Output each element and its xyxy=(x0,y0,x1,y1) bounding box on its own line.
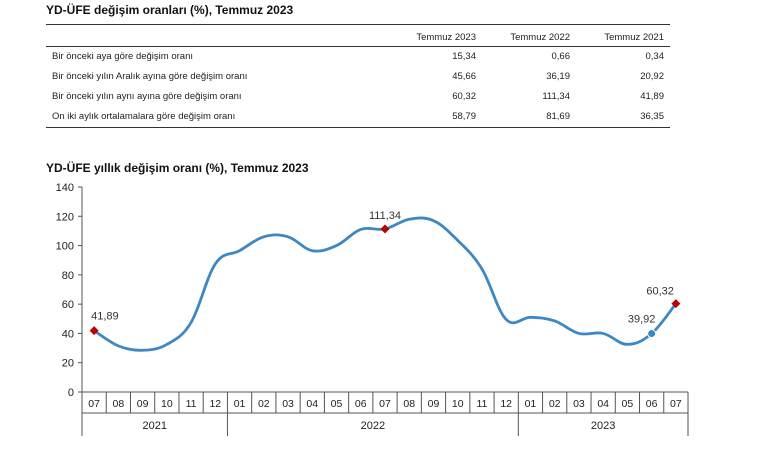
series-line xyxy=(92,216,678,352)
y-tick-label: 100 xyxy=(56,241,74,253)
table-cell: 0,66 xyxy=(551,51,571,62)
row-label: On iki aylık ortalamalara göre değişim o… xyxy=(46,107,388,128)
x-tick-label: 07 xyxy=(379,398,391,410)
year-label: 2021 xyxy=(142,420,166,432)
highlight-marker xyxy=(89,326,99,336)
row-label: Bir önceki aya göre değişim oranı xyxy=(52,51,193,62)
highlight-marker xyxy=(671,299,681,309)
highlight-marker xyxy=(647,329,657,339)
table-cell: 0,34 xyxy=(645,51,665,62)
x-tick-label: 08 xyxy=(403,398,415,410)
y-tick-label: 0 xyxy=(68,387,74,399)
table-cell: 60,32 xyxy=(452,91,476,102)
stats-table: Temmuz 2023 Temmuz 2022 Temmuz 2021 Bir … xyxy=(46,24,670,128)
table-row: On iki aylık ortalamalara göre değişim o… xyxy=(46,107,670,128)
table-header-row: Temmuz 2023 Temmuz 2022 Temmuz 2021 xyxy=(46,24,670,47)
table-cell: 58,79 xyxy=(388,107,482,128)
x-tick-label: 03 xyxy=(573,398,585,410)
x-tick-label: 10 xyxy=(161,398,173,410)
highlight-marker xyxy=(380,224,390,234)
x-tick-label: 11 xyxy=(186,398,197,410)
table-cell: 41,89 xyxy=(640,91,664,102)
data-label: 111,34 xyxy=(369,210,401,222)
x-tick-label: 05 xyxy=(331,398,343,410)
y-tick-label: 60 xyxy=(62,299,74,311)
x-tick-label: 03 xyxy=(282,398,294,410)
x-tick-label: 04 xyxy=(597,398,609,410)
table-row: Bir önceki yılın aynı ayına göre değişim… xyxy=(46,87,670,107)
x-tick-label: 07 xyxy=(88,398,100,410)
x-tick-label: 02 xyxy=(258,398,270,410)
x-tick-label: 06 xyxy=(646,398,658,410)
x-tick-label: 12 xyxy=(209,398,221,410)
column-header: Temmuz 2022 xyxy=(482,24,576,47)
row-label: Bir önceki yılın aynı ayına göre değişim… xyxy=(52,91,242,102)
x-tick-label: 08 xyxy=(113,398,125,410)
y-tick-label: 140 xyxy=(56,182,74,194)
x-tick-label: 05 xyxy=(622,398,634,410)
column-header: Temmuz 2023 xyxy=(388,24,482,47)
table-cell: 36,19 xyxy=(546,71,570,82)
column-header: Temmuz 2021 xyxy=(576,24,670,47)
table-row: Bir önceki yılın Aralık ayına göre değiş… xyxy=(46,67,670,87)
x-tick-label: 01 xyxy=(234,398,246,410)
table-cell: 111,34 xyxy=(542,91,570,102)
x-tick-label: 01 xyxy=(525,398,537,410)
x-tick-label: 10 xyxy=(452,398,464,410)
y-tick-label: 80 xyxy=(62,270,74,282)
column-header xyxy=(46,24,388,47)
chart-title: YD-ÜFE yıllık değişim oranı (%), Temmuz … xyxy=(46,161,309,175)
table-cell: 81,69 xyxy=(482,107,576,128)
table-cell: 36,35 xyxy=(576,107,670,128)
table-row: Bir önceki aya göre değişim oranı 15,34 … xyxy=(46,47,670,68)
x-tick-label: 09 xyxy=(137,398,149,410)
x-tick-label: 07 xyxy=(670,398,682,410)
x-tick-label: 11 xyxy=(477,398,488,410)
x-tick-label: 02 xyxy=(549,398,561,410)
year-label: 2022 xyxy=(361,420,385,432)
y-tick-label: 20 xyxy=(62,358,74,370)
y-tick-label: 120 xyxy=(56,211,74,223)
data-label: 39,92 xyxy=(628,314,656,326)
x-tick-label: 04 xyxy=(306,398,318,410)
data-label: 60,32 xyxy=(646,286,674,298)
x-tick-label: 06 xyxy=(355,398,367,410)
row-label: Bir önceki yılın Aralık ayına göre değiş… xyxy=(52,71,248,82)
table-cell: 20,92 xyxy=(640,71,664,82)
table-title: YD-ÜFE değişim oranları (%), Temmuz 2023 xyxy=(46,3,294,17)
y-tick-label: 40 xyxy=(62,328,74,340)
x-tick-label: 09 xyxy=(428,398,440,410)
x-tick-label: 12 xyxy=(500,398,512,410)
year-label: 2023 xyxy=(591,420,615,432)
table-cell: 15,34 xyxy=(452,51,476,62)
table-cell: 45,66 xyxy=(452,71,476,82)
data-label: 41,89 xyxy=(91,311,119,323)
